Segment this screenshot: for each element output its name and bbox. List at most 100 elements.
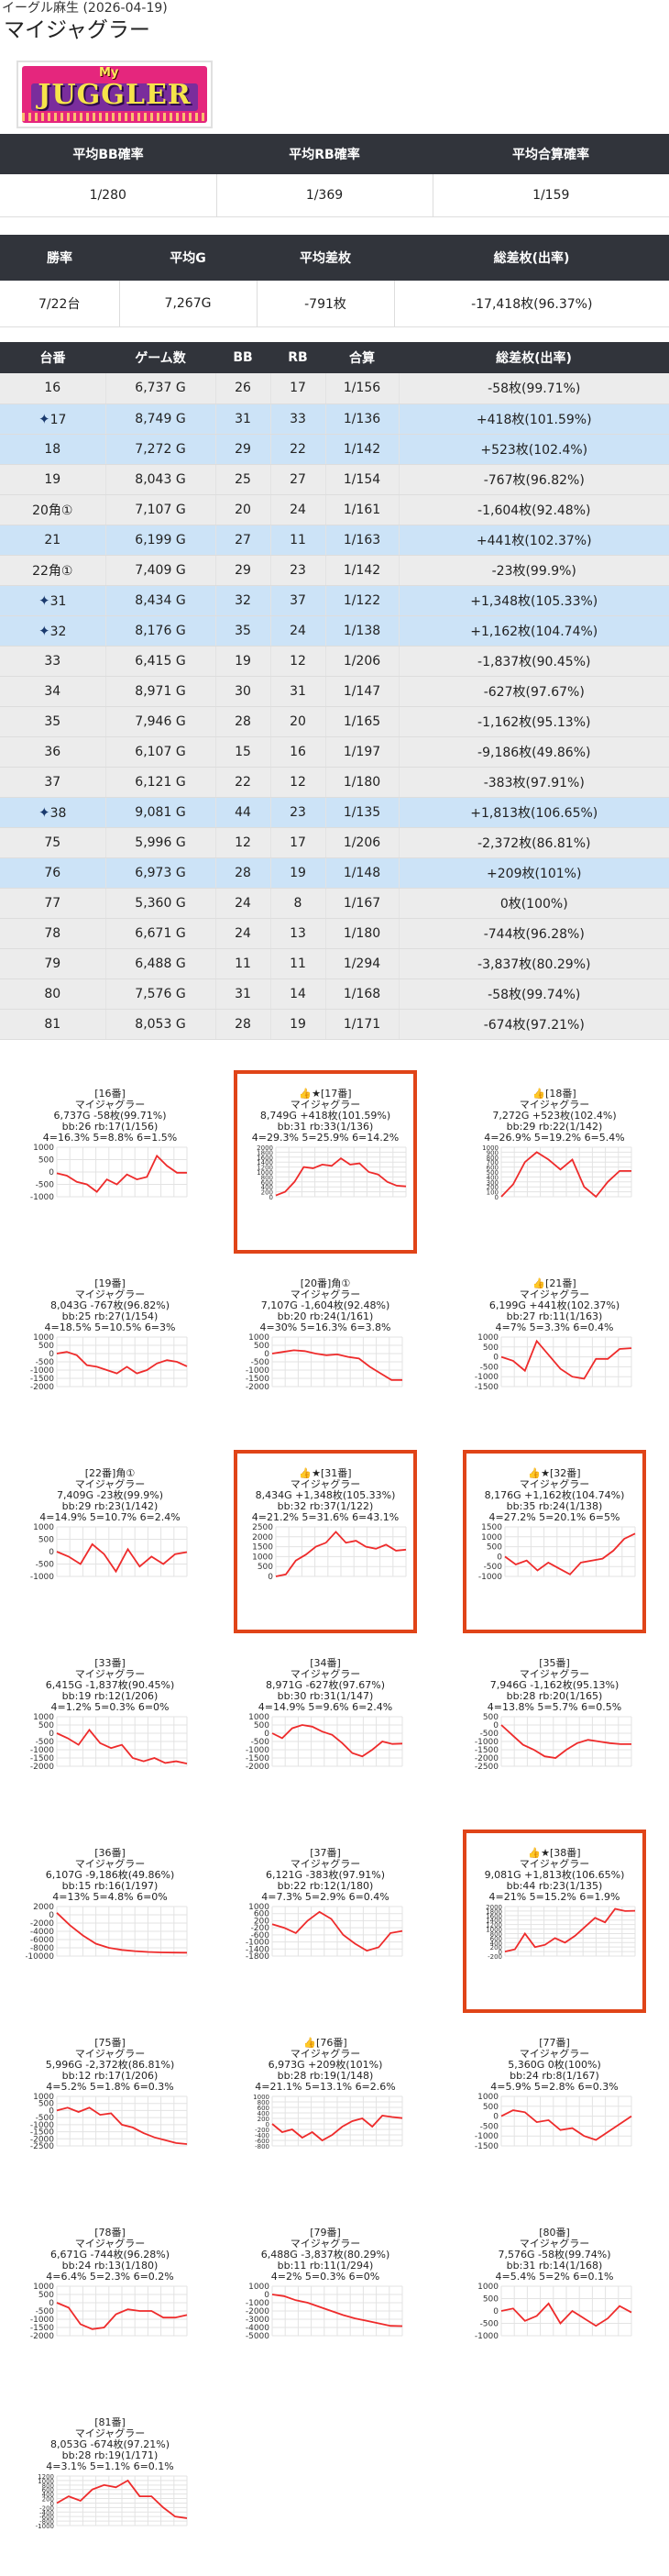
table-cell: 8,053 G (105, 1009, 216, 1040)
table-row[interactable]: 35 7,946 G 28 20 1/165 -1,162枚(95.13%) (0, 706, 669, 737)
cell-text: 6,107 G (135, 744, 186, 759)
table-row[interactable]: 18 7,272 G 29 22 1/142 +523枚(102.4%) (0, 434, 669, 465)
y-tick-label: -8000 (30, 1944, 54, 1953)
slot-chart[interactable]: [78番] マイジャグラー 6,671G -744枚(96.28%) bb:24 rb… (18, 2209, 202, 2393)
slot-chart[interactable]: [34番] マイジャグラー 8,971G -627枚(97.67%) bb:30 rb… (234, 1640, 417, 1823)
table-row[interactable]: 20角① 7,107 G 20 24 1/161 -1,604枚(92.48%) (0, 494, 669, 525)
cell-text: 7,576 G (135, 986, 186, 1001)
table-row[interactable]: 21 6,199 G 27 11 1/163 +441枚(102.37%) (0, 525, 669, 556)
table-cell: 11 (270, 948, 326, 979)
series-line (500, 2302, 632, 2327)
chart-label: 9,081G +1,813枚(106.65%) (484, 1869, 625, 1881)
y-tick-label: 200 (490, 1944, 502, 1951)
table-row[interactable]: 78 6,671 G 24 13 1/180 -744枚(96.28%) (0, 918, 669, 949)
slot-chart[interactable]: 👍[21番] マイジャグラー 6,199G +441枚(102.37%) bb:27 … (463, 1260, 646, 1443)
y-tick-label: 1400 (257, 1159, 273, 1166)
y-tick-label: 0 (264, 1350, 269, 1359)
chart-label: 4=30% 5=16.3% 6=3.8% (259, 1321, 391, 1333)
table-row[interactable]: 19 8,043 G 25 27 1/154 -767枚(96.82%) (0, 464, 669, 495)
table-cell: 7,409 G (105, 555, 216, 586)
chart-title: [22番]角① (84, 1467, 136, 1479)
cell-text: -1,162枚(95.13%) (477, 714, 591, 730)
y-tick-label: 0 (495, 1194, 499, 1200)
cell-text: 6,415 G (135, 653, 186, 669)
table-cell: 23 (270, 797, 326, 828)
y-tick-label: 200 (258, 2116, 269, 2123)
table-row[interactable]: 79 6,488 G 11 11 1/294 -3,837枚(80.29%) (0, 948, 669, 979)
slot-chart[interactable]: [20番]角① マイジャグラー 7,107G -1,604枚(92.48%) bb:2… (234, 1260, 417, 1443)
summary-header: 総差枚(出率) (394, 235, 669, 281)
machine-number: 19 (0, 464, 106, 495)
slot-chart[interactable]: 👍★[32番] マイジャグラー 8,176G +1,162枚(104.74%) bb:… (463, 1450, 646, 1633)
table-row[interactable]: ✦32 8,176 G 35 24 1/138 +1,162枚(104.74%) (0, 615, 669, 647)
y-tick-label: 0 (49, 2299, 54, 2308)
table-row[interactable]: 37 6,121 G 22 12 1/180 -383枚(97.91%) (0, 767, 669, 798)
chart-label: bb:28 rb:19(1/148) (277, 2070, 374, 2082)
cell-text: 24 (235, 895, 251, 911)
slot-chart[interactable]: [77番] マイジャグラー 5,360G 0枚(100%) bb:24 rb:8(1/… (463, 2019, 646, 2203)
chart-plot: 1000 500 0 -500 -1000 (30, 1523, 188, 1580)
table-cell: 5,996 G (105, 827, 216, 858)
slot-chart[interactable]: 👍★[17番] マイジャグラー 8,749G +418枚(101.59%) bb:31… (234, 1070, 417, 1254)
y-tick-label: -1000 (246, 1746, 269, 1755)
cell-text: 32 (235, 592, 251, 608)
chart-title: [34番] (310, 1657, 341, 1669)
y-tick-label: -600 (39, 2514, 54, 2521)
slot-chart[interactable]: [19番] マイジャグラー 8,043G -767枚(96.82%) bb:25 rb… (18, 1260, 202, 1443)
y-tick-label: -500 (484, 1563, 503, 1572)
slot-chart[interactable]: [36番] マイジャグラー 6,107G -9,186枚(49.86%) bb:15 … (18, 1830, 202, 2013)
table-row[interactable]: 75 5,996 G 12 17 1/206 -2,372枚(86.81%) (0, 827, 669, 858)
chart-label: bb:25 rb:27(1/154) (61, 1310, 159, 1322)
cell-text: 77 (44, 895, 61, 911)
y-tick-label: 400 (490, 1940, 502, 1947)
chart-title: [77番] (539, 2037, 570, 2049)
y-tick-label: 0 (49, 1168, 54, 1177)
chart-label: 4=13% 5=4.8% 6=0% (52, 1891, 168, 1903)
cell-text: 8,749 G (135, 411, 186, 426)
table-row[interactable]: ✦31 8,434 G 32 37 1/122 +1,348枚(105.33%) (0, 585, 669, 616)
slot-chart[interactable]: [33番] マイジャグラー 6,415G -1,837枚(90.45%) bb:19 … (18, 1640, 202, 1823)
cell-text: +1,348枚(105.33%) (470, 593, 598, 609)
y-tick-label: 0 (264, 1730, 269, 1739)
table-cell: 6,199 G (105, 525, 216, 556)
machine-number: 76 (0, 857, 106, 889)
y-tick-label: -2000 (246, 1383, 269, 1390)
table-row[interactable]: 76 6,973 G 28 19 1/148 +209枚(101%) (0, 857, 669, 889)
table-row[interactable]: 34 8,971 G 30 31 1/147 -627枚(97.67%) (0, 676, 669, 707)
slot-chart[interactable]: [16番] マイジャグラー 6,737G -58枚(99.71%) bb:26 rb:… (18, 1070, 202, 1254)
slot-chart[interactable]: [81番] マイジャグラー 8,053G -674枚(97.21%) bb:28 rb… (18, 2399, 202, 2576)
machine-number: ✦38 (0, 797, 106, 828)
slot-chart[interactable]: [37番] マイジャグラー 6,121G -383枚(97.91%) bb:22 rb… (234, 1830, 417, 2013)
slot-chart[interactable]: 👍★[31番] マイジャグラー 8,434G +1,348枚(105.33%) bb:… (234, 1450, 417, 1633)
table-row[interactable]: 77 5,360 G 24 8 1/167 0枚(100%) (0, 888, 669, 919)
chart-label: 4=21.1% 5=13.1% 6=2.6% (255, 2081, 396, 2093)
table-cell: 9,081 G (105, 797, 216, 828)
y-tick-label: -2000 (475, 1754, 499, 1763)
table-row[interactable]: 81 8,053 G 28 19 1/171 -674枚(97.21%) (0, 1009, 669, 1040)
slot-chart[interactable]: [79番] マイジャグラー 6,488G -3,837枚(80.29%) bb:11 … (234, 2209, 417, 2393)
table-row[interactable]: ✦38 9,081 G 44 23 1/135 +1,813枚(106.65%) (0, 797, 669, 828)
table-cell: 1/135 (325, 797, 400, 828)
y-tick-label: 600 (258, 2105, 269, 2112)
cell-text: 36 (44, 744, 61, 759)
cell-text: 22 (290, 441, 306, 457)
table-row[interactable]: 16 6,737 G 26 17 1/156 -58枚(99.71%) (0, 373, 669, 404)
cell-text: 1/138 (343, 623, 381, 638)
y-tick-label: 1000 (477, 2093, 499, 2102)
table-row[interactable]: 33 6,415 G 19 12 1/206 -1,837枚(90.45%) (0, 646, 669, 677)
slot-chart[interactable]: 👍[76番] マイジャグラー 6,973G +209枚(101%) bb:28 rb:… (234, 2019, 417, 2203)
slot-chart[interactable]: [80番] マイジャグラー 7,576G -58枚(99.74%) bb:31 rb:… (463, 2209, 646, 2393)
slot-chart[interactable]: [75番] マイジャグラー 5,996G -2,372枚(86.81%) bb:12 … (18, 2019, 202, 2203)
table-row[interactable]: 36 6,107 G 15 16 1/197 -9,186枚(49.86%) (0, 736, 669, 768)
table-row[interactable]: 80 7,576 G 31 14 1/168 -58枚(99.74%) (0, 978, 669, 1010)
table-row[interactable]: ✦17 8,749 G 31 33 1/136 +418枚(101.59%) (0, 404, 669, 435)
slot-chart[interactable]: [35番] マイジャグラー 7,946G -1,162枚(95.13%) bb:28 … (463, 1640, 646, 1823)
cell-text: 6,199 G (135, 532, 186, 547)
table-row[interactable]: 22角① 7,409 G 29 23 1/142 -23枚(99.9%) (0, 555, 669, 586)
slot-chart[interactable]: 👍★[38番] マイジャグラー 9,081G +1,813枚(106.65%) bb:… (463, 1830, 646, 2013)
cell-text: 6,973 G (135, 865, 186, 880)
cell-text: 8 (293, 895, 302, 911)
slot-chart[interactable]: [22番]角① マイジャグラー 7,409G -23枚(99.9%) bb:29 rb… (18, 1450, 202, 1633)
slot-chart[interactable]: 👍[18番] マイジャグラー 7,272G +523枚(102.4%) bb:29 r… (463, 1070, 646, 1254)
